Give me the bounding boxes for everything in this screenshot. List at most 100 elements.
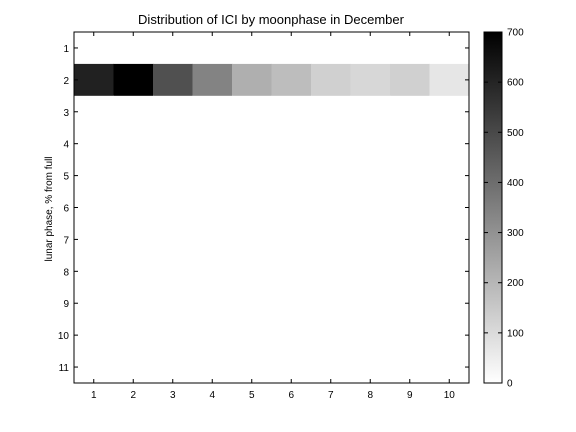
- heatmap-cell: [311, 159, 351, 193]
- heatmap-cell: [311, 63, 351, 97]
- heatmap-cell: [113, 191, 154, 224]
- heatmap-cell: [311, 127, 351, 161]
- y-axis: 1 2 3 4 5 6 7 8 9 10 11: [58, 44, 469, 374]
- heatmap-cell: [350, 127, 391, 161]
- heatmap-cell: [390, 255, 430, 288]
- heatmap-cell: [271, 32, 312, 65]
- heatmap-cell: [74, 32, 114, 65]
- heatmap-cell: [390, 32, 430, 65]
- heatmap-cell: [350, 223, 391, 256]
- y-tick-label: 3: [63, 108, 69, 119]
- heatmap-cell: [311, 287, 351, 320]
- heatmap-cell: [153, 191, 193, 224]
- y-tick-label: 4: [63, 140, 69, 151]
- heatmap-cell: [153, 159, 193, 193]
- colorbar-tick-label: 100: [507, 328, 524, 339]
- heatmap-cell: [232, 159, 272, 193]
- heatmap-cell: [192, 319, 233, 352]
- x-tick-label: 5: [249, 390, 255, 401]
- heatmap-cell: [113, 287, 154, 320]
- heatmap-cell: [113, 319, 154, 352]
- x-tick-label: 8: [367, 390, 373, 401]
- heatmap-cell: [74, 223, 114, 256]
- heatmap-cell: [113, 32, 154, 65]
- x-axis: 1 2 3 4 5 6 7 8 9 10: [91, 32, 455, 401]
- heatmap-cell: [271, 351, 312, 384]
- heatmap-cell: [390, 159, 430, 193]
- heatmap-cell: [74, 255, 114, 288]
- y-tick-label: 5: [63, 172, 69, 183]
- heatmap-cell: [390, 95, 430, 129]
- heatmap-cell: [74, 63, 114, 97]
- heatmap-cell: [429, 63, 470, 97]
- heatmap-cell: [350, 159, 391, 193]
- heatmap-cell: [192, 255, 233, 288]
- heatmap-cell: [232, 287, 272, 320]
- x-tick-label: 7: [328, 390, 334, 401]
- colorbar-tick-label: 700: [507, 28, 524, 39]
- x-tick-label: 6: [288, 390, 294, 401]
- heatmap-cell: [350, 255, 391, 288]
- chart-title: Distribution of ICI by moonphase in Dece…: [138, 12, 405, 27]
- heatmap-cell: [113, 159, 154, 193]
- heatmap-cell: [350, 191, 391, 224]
- heatmap-cell: [311, 223, 351, 256]
- heatmap-cell: [192, 127, 233, 161]
- heatmap-cell: [74, 127, 114, 161]
- heatmap-cell: [113, 63, 154, 97]
- heatmap-cell: [350, 63, 391, 97]
- heatmap-cell: [232, 351, 272, 384]
- heatmap-cell: [153, 95, 193, 129]
- heatmap-cell: [350, 351, 391, 384]
- heatmap-cell: [192, 191, 233, 224]
- heatmap-cell: [429, 255, 470, 288]
- y-tick-label: 1: [63, 44, 69, 55]
- colorbar-tick-label: 0: [507, 379, 513, 390]
- heatmap-cell: [390, 319, 430, 352]
- heatmap-cell: [153, 223, 193, 256]
- heatmap-cell: [429, 223, 470, 256]
- x-tick-label: 9: [407, 390, 413, 401]
- x-tick-label: 10: [444, 390, 456, 401]
- heatmap-cell: [74, 159, 114, 193]
- heatmap-cell: [271, 191, 312, 224]
- heatmap-cell: [74, 287, 114, 320]
- y-tick-label: 2: [63, 76, 69, 87]
- heatmap-cell: [153, 63, 193, 97]
- heatmap-cell: [192, 32, 233, 65]
- heatmap-cell: [232, 223, 272, 256]
- heatmap-cell: [192, 63, 233, 97]
- heatmap-cell: [271, 127, 312, 161]
- y-tick-label: 9: [63, 299, 69, 310]
- heatmap-cell: [311, 319, 351, 352]
- heatmap-cell: [390, 351, 430, 384]
- heatmap-cell: [232, 32, 272, 65]
- y-tick-label: 7: [63, 235, 69, 246]
- heatmap-cell: [390, 127, 430, 161]
- heatmap-cell: [429, 159, 470, 193]
- heatmap-cell: [232, 63, 272, 97]
- heatmap-cell: [153, 32, 193, 65]
- y-tick-label: 8: [63, 267, 69, 278]
- heatmap-cell: [153, 287, 193, 320]
- heatmap-cells: [74, 32, 470, 384]
- heatmap-cell: [271, 255, 312, 288]
- heatmap-cell: [390, 223, 430, 256]
- heatmap-cell: [429, 319, 470, 352]
- heatmap-cell: [232, 127, 272, 161]
- heatmap-cell: [192, 287, 233, 320]
- y-tick-label: 10: [58, 331, 70, 342]
- y-tick-label: 11: [59, 363, 70, 374]
- y-tick-label: 6: [63, 204, 69, 215]
- heatmap-cell: [153, 351, 193, 384]
- heatmap-cell: [271, 159, 312, 193]
- heatmap-cell: [74, 351, 114, 384]
- heatmap-cell: [153, 255, 193, 288]
- heatmap-cell: [271, 95, 312, 129]
- heatmap-cell: [429, 127, 470, 161]
- colorbar-tick-label: 500: [507, 128, 524, 139]
- heatmap-cell: [232, 255, 272, 288]
- heatmap-cell: [113, 95, 154, 129]
- heatmap-cell: [429, 95, 470, 129]
